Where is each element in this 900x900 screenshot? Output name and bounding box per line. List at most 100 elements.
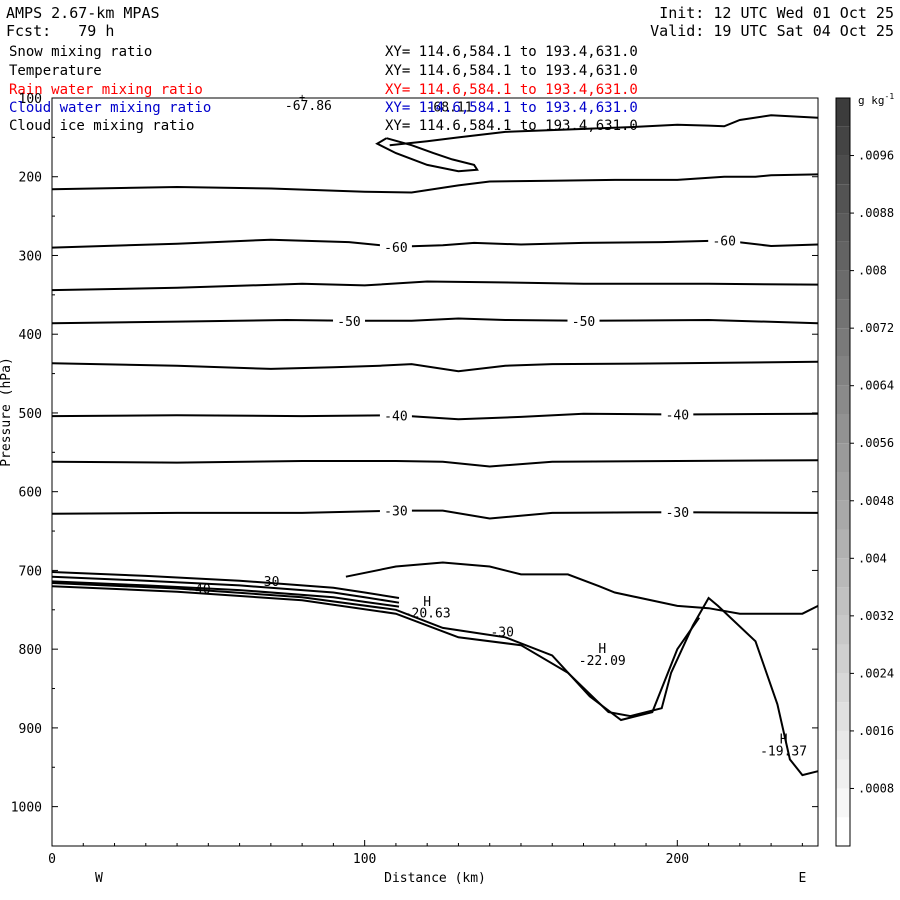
colorbar-step <box>836 759 850 789</box>
field-xy-cloud-water: XY= 114.6,584.1 to 193.4,631.0 <box>385 100 638 116</box>
annotation-text: H <box>780 733 788 748</box>
field-name-temperature: Temperature <box>9 63 102 79</box>
colorbar-step <box>836 558 850 588</box>
colorbar-step <box>836 673 850 703</box>
x-tick-label: 100 <box>353 852 376 867</box>
plot-frame <box>51 97 819 847</box>
isotherm-line <box>51 238 819 249</box>
contour-label: -30 <box>384 505 407 520</box>
field-name-snow: Snow mixing ratio <box>9 44 153 60</box>
colorbar-step <box>836 155 850 185</box>
contour-label-bg <box>661 504 694 520</box>
upper-contour-line <box>389 114 819 147</box>
contour-label-bg <box>333 312 366 328</box>
contour-label: -40 <box>384 409 407 424</box>
east-label: E <box>798 871 806 886</box>
colorbar-label: .0016 <box>858 724 894 738</box>
colorbar-step <box>836 98 850 127</box>
colorbar-frame <box>835 97 851 847</box>
annotation-text: -30 <box>490 626 513 641</box>
contour-label-bg <box>567 312 600 328</box>
colorbar-label: .0096 <box>858 149 894 163</box>
colorbar-label: .0056 <box>858 436 894 450</box>
contour-label: -40 <box>666 409 689 424</box>
contour-label-bg <box>379 502 412 518</box>
colorbar-unit: g kg-1 <box>858 92 894 107</box>
colorbar-step <box>836 500 850 530</box>
field-xy-snow: XY= 114.6,584.1 to 193.4,631.0 <box>385 44 638 60</box>
init-time: Init: 12 UTC Wed 01 Oct 25 <box>659 4 894 22</box>
model-title: AMPS 2.67-km MPAS <box>6 4 160 22</box>
y-axis-label: Pressure (hPa) <box>0 357 14 467</box>
colorbar-label: .0024 <box>858 666 894 680</box>
colorbar-unit-superscript: -1 <box>885 92 895 101</box>
lower-isotherm-line <box>51 571 400 599</box>
contour-label: -60 <box>712 235 735 250</box>
colorbar-step <box>836 299 850 329</box>
x-tick-label: 200 <box>666 852 689 867</box>
colorbar-label: .004 <box>858 551 887 565</box>
upper-contour-line <box>51 173 819 194</box>
y-tick-label: 600 <box>19 486 42 501</box>
colorbar-step <box>836 414 850 444</box>
annotation-text: -30 <box>256 575 279 590</box>
isotherm-line <box>51 280 819 292</box>
colorbar-step <box>836 328 850 357</box>
x-tick-label: 0 <box>48 852 56 867</box>
colorbar-step <box>836 241 850 271</box>
isotherm-line <box>51 412 819 421</box>
isotherm-line <box>51 317 819 325</box>
field-xy-cloud-ice: XY= 114.6,584.1 to 193.4,631.0 <box>385 118 638 134</box>
isotherm-line <box>51 360 819 373</box>
terrain-contour <box>51 585 819 777</box>
contour-label: -50 <box>572 315 595 330</box>
field-xy-temperature: XY= 114.6,584.1 to 193.4,631.0 <box>385 63 638 79</box>
field-name-cloud-water: Cloud water mixing ratio <box>9 100 212 116</box>
contour-label: -50 <box>337 315 360 330</box>
colorbar-label: .0032 <box>858 609 894 623</box>
colorbar-step <box>836 644 850 674</box>
field-name-rain: Rain water mixing ratio <box>9 82 203 98</box>
annotation-text: H <box>423 595 431 610</box>
colorbar-step <box>836 270 850 300</box>
colorbar-step <box>836 529 850 559</box>
lower-warm-contour <box>51 582 701 722</box>
field-xy-rain: XY= 114.6,584.1 to 193.4,631.0 <box>385 82 638 98</box>
colorbar-step <box>836 385 850 415</box>
colorbar-step <box>836 184 850 214</box>
colorbar-step <box>836 817 850 846</box>
contour-label: -30 <box>666 506 689 521</box>
field-name-cloud-ice: Cloud ice mixing ratio <box>9 118 195 134</box>
colorbar-step <box>836 213 850 242</box>
colorbar-label: .0008 <box>858 781 894 795</box>
y-tick-label: 500 <box>19 407 42 422</box>
lower-isotherm-line <box>51 580 400 608</box>
y-tick-label: 900 <box>19 722 42 737</box>
y-tick-label: 100 <box>19 92 42 107</box>
contour-label-bg <box>379 407 412 423</box>
y-tick-label: 1000 <box>11 801 42 816</box>
colorbar-step <box>836 472 850 501</box>
colorbar-step <box>836 730 850 760</box>
annotation-text: -40 <box>187 582 210 597</box>
west-label: W <box>95 871 103 886</box>
lower-isotherm-line <box>51 575 400 604</box>
forecast-hour: Fcst: 79 h <box>6 22 115 40</box>
colorbar-label: .0072 <box>858 321 894 335</box>
colorbar-label: .0088 <box>858 206 894 220</box>
y-tick-label: 700 <box>19 564 42 579</box>
contour-label-bg <box>708 232 741 248</box>
contour-label: -60 <box>384 241 407 256</box>
colorbar-step <box>836 788 850 818</box>
contour-label-bg <box>661 406 694 422</box>
annotation-text: -20.63 <box>404 607 451 622</box>
annotation-text: -19.37 <box>760 744 807 759</box>
y-tick-label: 300 <box>19 249 42 264</box>
isotherm-line <box>51 459 819 468</box>
colorbar-step <box>836 702 850 731</box>
x-axis-label: Distance (km) <box>384 871 486 886</box>
annotation-text: H <box>598 642 606 657</box>
colorbar-label: .0048 <box>858 494 894 508</box>
upper-closed-contour <box>375 137 479 173</box>
isotherm-line <box>51 509 819 520</box>
